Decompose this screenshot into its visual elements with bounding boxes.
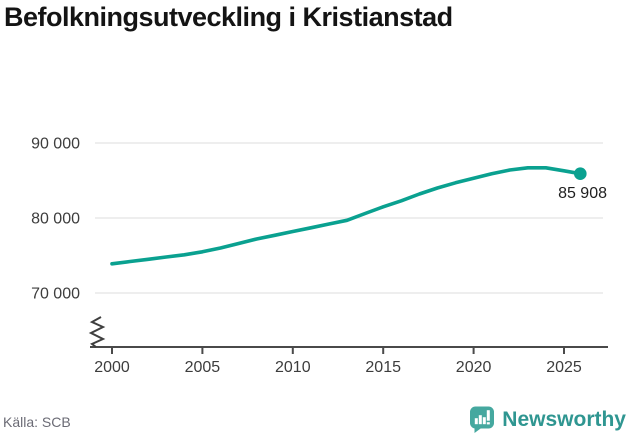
population-series-line: [110, 166, 583, 266]
x-axis-tick-label: 2015: [365, 359, 401, 376]
y-axis-labels-group: 90 000 80 000 70 000: [31, 136, 80, 303]
x-axis-tick-label: 2005: [185, 359, 221, 376]
x-axis-tick-label: 2025: [546, 359, 582, 376]
x-axis-labels-group: 2000 2005 2010 2015 2020 2025: [94, 359, 582, 376]
latest-value-label: 85 908: [558, 185, 607, 202]
x-axis-tick-label: 2000: [94, 359, 130, 376]
newsworthy-bar-chart-icon: [470, 406, 495, 433]
chart-title: Befolkningsutveckling i Kristianstad: [4, 2, 453, 32]
latest-value-dot: [574, 167, 587, 180]
y-axis-tick-label: 90 000: [31, 136, 80, 153]
x-axis-tick-label: 2020: [456, 359, 492, 376]
newsworthy-wordmark: Newsworthy: [502, 407, 626, 431]
axis-break-icon: [88, 316, 106, 348]
source-credit: Källa: SCB: [3, 414, 71, 430]
newsworthy-logo[interactable]: Newsworthy: [469, 405, 626, 434]
x-axis-tick-label: 2010: [275, 359, 311, 376]
y-axis-tick-label: 80 000: [31, 211, 80, 228]
x-axis-ticks-group: [111, 347, 565, 354]
y-axis-tick-label: 70 000: [31, 286, 80, 303]
